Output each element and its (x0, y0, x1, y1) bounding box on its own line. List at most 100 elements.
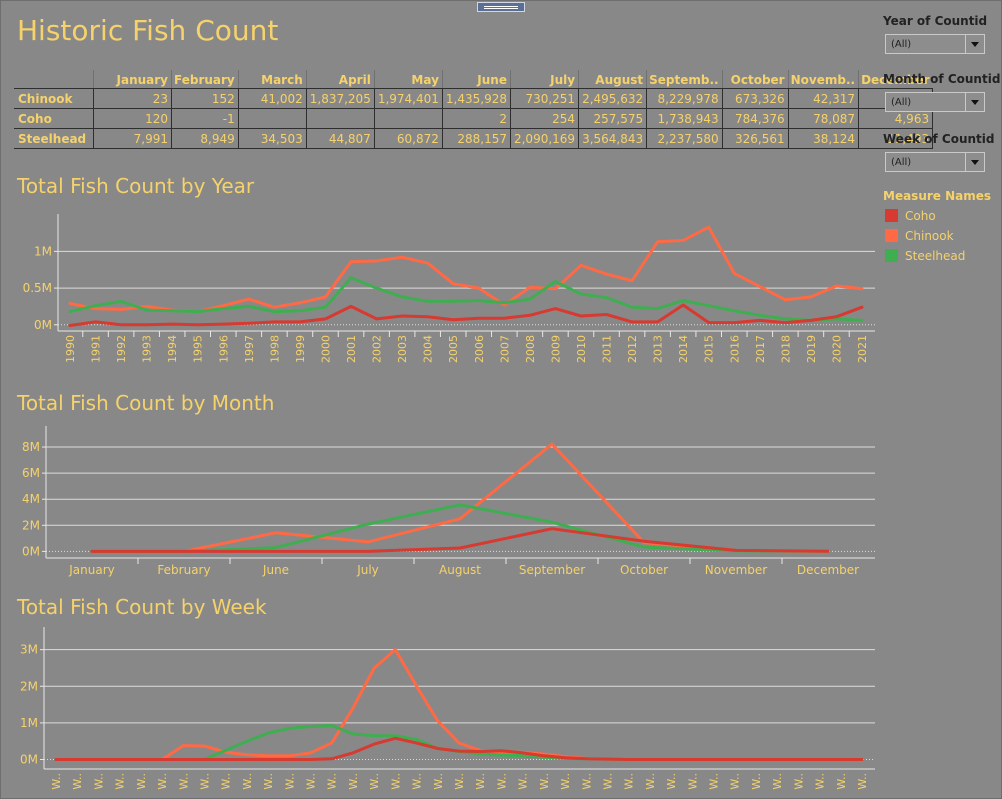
filter-month-select[interactable]: (All) (885, 92, 985, 112)
x-tick-label: W.. (241, 773, 254, 790)
x-tick-label: 2015 (703, 335, 716, 363)
chart-title-week: Total Fish Count by Week (17, 595, 267, 619)
table-cell: 1,435,928 (441, 88, 511, 109)
table-cell: 1,974,401 (373, 88, 443, 109)
x-tick-label: W.. (856, 773, 869, 790)
column-header: August (578, 70, 647, 89)
column-header: December (858, 70, 933, 89)
table-cell: 3,564,843 (578, 128, 647, 149)
x-tick-label: W.. (771, 773, 784, 790)
dashboard-title: Historic Fish Count (17, 14, 279, 47)
x-tick-label: June (262, 563, 289, 577)
table-corner (14, 70, 94, 89)
table-cell: 2,495,632 (578, 88, 647, 109)
y-tick-label: 0M (34, 318, 52, 332)
x-tick-label: 2019 (805, 335, 818, 363)
x-tick-label: W.. (411, 773, 424, 790)
x-tick-label: W.. (644, 773, 657, 790)
x-tick-label: 2004 (422, 335, 435, 363)
x-tick-label: W.. (283, 773, 296, 790)
resize-handle[interactable] (477, 2, 525, 12)
chevron-down-icon[interactable] (965, 93, 984, 111)
chevron-down-icon[interactable] (965, 153, 984, 171)
year-chart: 0M 0.5M 1M 1990 1991 1992 1993 1994 1995 1996 1997… (23, 214, 875, 363)
x-tick-label: 2000 (319, 335, 332, 363)
legend-item-chinook[interactable]: Chinook (885, 229, 954, 243)
x-tick-label: 2009 (549, 335, 562, 363)
table-cell: 34,503 (237, 128, 307, 149)
x-tick-label: 2011 (601, 335, 614, 363)
column-header: January (93, 70, 172, 89)
legend-swatch-steelhead (885, 249, 898, 262)
x-tick-label: 2014 (677, 335, 690, 363)
chevron-down-icon[interactable] (965, 35, 984, 53)
x-tick-label: 2021 (856, 335, 869, 363)
table-cell: 42,317 (787, 88, 859, 109)
column-header: March (237, 70, 307, 89)
filter-week-select[interactable]: (All) (885, 152, 985, 172)
y-tick-label: 2M (20, 679, 38, 693)
series-line-chinook (90, 442, 830, 553)
x-tick-label: W.. (538, 773, 551, 790)
x-tick-label: W.. (156, 773, 169, 790)
chart-title-year: Total Fish Count by Year (17, 174, 255, 198)
x-tick-label: 1990 (64, 335, 77, 363)
x-tick-label: 2012 (626, 335, 639, 363)
legend-label: Coho (905, 209, 936, 223)
x-tick-label: October (620, 563, 668, 577)
row-header: Chinook (14, 88, 94, 109)
x-tick-label: W.. (50, 773, 63, 790)
y-tick-label: 1M (34, 244, 52, 258)
x-tick-label: 2013 (652, 335, 665, 363)
x-tick-label: 1991 (90, 335, 103, 363)
series-line-steelhead (68, 276, 864, 322)
x-tick-label: 1995 (192, 335, 205, 363)
y-tick-label: 8M (22, 440, 40, 454)
table-cell: 1,837,205 (305, 88, 375, 109)
filter-year-label: Year of Countid (883, 14, 988, 28)
y-tick-label: 0M (22, 544, 40, 558)
x-tick-label: W.. (559, 773, 572, 790)
filter-year-select[interactable]: (All) (885, 34, 985, 54)
x-tick-label: 2003 (396, 335, 409, 363)
table-cell: 288,157 (441, 128, 511, 149)
table-cell: 2 (441, 108, 511, 129)
x-tick-label: 2002 (371, 335, 384, 363)
x-tick-label: W.. (495, 773, 508, 790)
filter-year-value: (All) (891, 39, 912, 50)
table-row: Chinook 23 152 41,002 1,837,205 1,974,401 1,43… (14, 88, 934, 109)
table-cell: 11,493 (858, 128, 934, 149)
table-cell: 784,376 (721, 108, 789, 129)
series-line-chinook (68, 225, 864, 314)
x-tick-label: W.. (792, 773, 805, 790)
chart-title-month: Total Fish Count by Month (17, 391, 275, 415)
table-cell (237, 108, 307, 129)
legend-item-coho[interactable]: Coho (885, 209, 936, 223)
y-tick-label: 1M (20, 716, 38, 730)
x-tick-label: 2017 (754, 335, 767, 363)
x-tick-label: W.. (686, 773, 699, 790)
x-tick-label: July (356, 563, 379, 577)
x-tick-label: 1993 (141, 335, 154, 363)
table-row: Coho 120 -1 2 254 257,575 1,738,943 784,376 78,0… (14, 108, 934, 129)
column-header: June (441, 70, 511, 89)
series-line-coho (90, 527, 830, 553)
y-tick-label: 3M (20, 643, 38, 657)
column-header: Septemb.. (646, 70, 723, 89)
table-cell: 673,326 (721, 88, 789, 109)
table-cell (305, 108, 375, 129)
table-cell: 152 (171, 88, 239, 109)
x-tick-label: W.. (835, 773, 848, 790)
column-header: February (171, 70, 239, 89)
table-cell (373, 108, 443, 129)
legend-label: Chinook (905, 229, 954, 243)
table-cell: 60,872 (373, 128, 443, 149)
table-cell: 2,090,169 (509, 128, 579, 149)
y-tick-label: 2M (22, 518, 40, 532)
month-table: January February March April May June July Augu… (14, 70, 934, 149)
legend-item-steelhead[interactable]: Steelhead (885, 249, 965, 263)
series-line-coho (54, 736, 864, 761)
table-cell: -1 (171, 108, 239, 129)
legend-label: Steelhead (905, 249, 966, 263)
filter-month-value: (All) (891, 97, 912, 108)
